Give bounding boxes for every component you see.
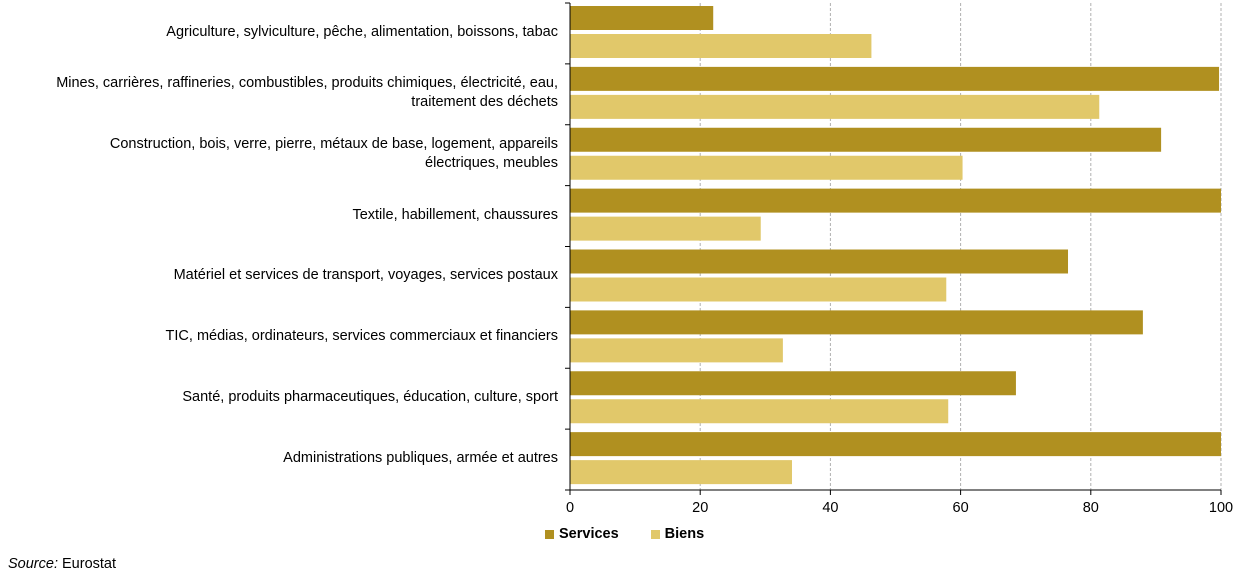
bar-services: [570, 310, 1143, 335]
bar-biens: [570, 155, 963, 180]
source-text: Eurostat: [57, 556, 117, 572]
bar-biens: [570, 216, 761, 241]
legend-swatch-biens: [650, 529, 660, 539]
category-label: Construction, bois, verre, pierre, métau…: [110, 135, 558, 173]
bar-services: [570, 6, 714, 30]
x-tick-label: 0: [566, 500, 574, 516]
category-label-line: Administrations publiques, armée et autr…: [283, 450, 558, 467]
bar-biens: [570, 277, 947, 302]
bar-biens: [570, 399, 949, 424]
bar-biens: [570, 460, 792, 485]
category-label-line: TIC, médias, ordinateurs, services comme…: [165, 328, 558, 345]
category-label: TIC, médias, ordinateurs, services comme…: [166, 327, 558, 346]
legend-label-biens: Biens: [664, 526, 705, 542]
bar-services: [570, 188, 1221, 213]
category-label-line: électriques, meubles: [425, 155, 558, 172]
legend-label-services: Services: [559, 526, 619, 542]
bar-services: [570, 249, 1069, 274]
legend: Services Biens: [545, 526, 704, 542]
category-label: Administrations publiques, armée et autr…: [283, 449, 558, 468]
legend-item-biens: Biens: [650, 526, 705, 542]
bar-biens: [570, 338, 783, 363]
x-tick-label: 100: [1209, 500, 1233, 516]
bar-services: [570, 371, 1016, 396]
category-label-line: Mines, carrières, raffineries, combustib…: [56, 75, 558, 92]
source-note: Source: Eurostat: [8, 556, 116, 572]
category-label: Mines, carrières, raffineries, combustib…: [56, 74, 558, 112]
category-label-line: Construction, bois, verre, pierre, métau…: [109, 136, 558, 153]
bar-biens: [570, 94, 1100, 119]
category-label-line: Matériel et services de transport, voyag…: [173, 267, 558, 284]
x-tick-label: 40: [822, 500, 838, 516]
category-label-line: Santé, produits pharmaceutiques, éducati…: [182, 389, 558, 406]
x-tick-label: 20: [692, 500, 708, 516]
category-label: Textile, habillement, chaussures: [352, 206, 558, 225]
category-label: Agriculture, sylviculture, pêche, alimen…: [166, 23, 558, 42]
x-tick-label: 80: [1083, 500, 1099, 516]
bar-services: [570, 66, 1220, 91]
category-label-line: Agriculture, sylviculture, pêche, alimen…: [166, 23, 558, 40]
category-label: Matériel et services de transport, voyag…: [174, 266, 558, 285]
category-label: Santé, produits pharmaceutiques, éducati…: [182, 388, 558, 407]
legend-swatch-services: [545, 529, 554, 539]
legend-item-services: Services: [545, 526, 619, 542]
x-tick-label: 60: [953, 500, 969, 516]
bar-biens: [570, 34, 872, 58]
category-label-line: Textile, habillement, chaussures: [352, 206, 558, 223]
bar-services: [570, 432, 1221, 457]
source-label: Source:: [8, 556, 58, 572]
bar-services: [570, 127, 1162, 152]
category-label-line: traitement des déchets: [411, 94, 558, 111]
